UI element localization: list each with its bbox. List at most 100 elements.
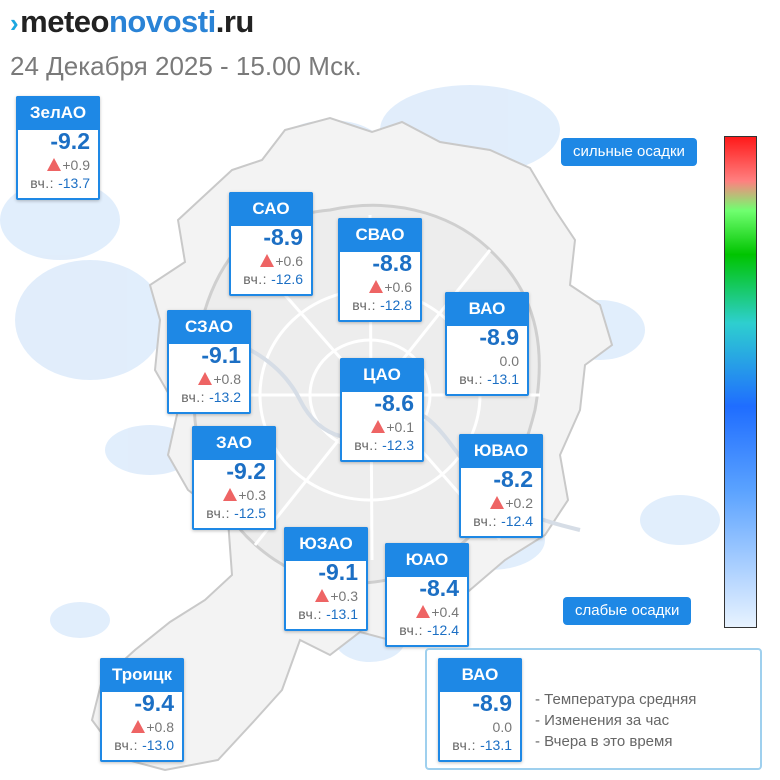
logo-text-domain: .ru bbox=[215, 4, 255, 39]
yesterday-label: вч.: bbox=[298, 606, 323, 622]
district-name: САО bbox=[229, 192, 313, 226]
yesterday-label: вч.: bbox=[114, 737, 139, 753]
precipitation-high-label: сильные осадки bbox=[561, 138, 697, 166]
yesterday-label: вч.: bbox=[473, 513, 498, 529]
change-value: +0.2 bbox=[505, 495, 533, 511]
yesterday-temp: -12.4 bbox=[427, 622, 459, 638]
temperature-value: -8.9 bbox=[479, 324, 519, 350]
rise-triangle-icon bbox=[198, 372, 213, 385]
temperature-value: -8.6 bbox=[374, 390, 414, 416]
legend-item-average-temp: - Температура средняя bbox=[535, 691, 697, 708]
logo-mark-icon: › bbox=[10, 8, 19, 38]
logo-text-meteo: meteo bbox=[20, 4, 109, 39]
hourly-change: 0.0 bbox=[493, 719, 512, 735]
temperature-value: -9.1 bbox=[318, 559, 358, 585]
site-logo[interactable]: ›meteonovosti.ru bbox=[10, 4, 254, 40]
yesterday-label: вч.: bbox=[459, 371, 484, 387]
yesterday-value: вч.: -12.4 bbox=[399, 622, 459, 638]
yesterday-label: вч.: bbox=[354, 437, 379, 453]
hourly-change: +0.2 bbox=[490, 495, 533, 511]
temperature-value: -9.2 bbox=[226, 458, 266, 484]
rise-triangle-icon bbox=[260, 254, 275, 267]
district-name: ЦАО bbox=[340, 358, 424, 392]
district-name: Троицк bbox=[100, 658, 184, 692]
yesterday-temp: -12.3 bbox=[382, 437, 414, 453]
precipitation-low-label: слабые осадки bbox=[563, 597, 692, 625]
district-name: ВАО bbox=[445, 292, 529, 326]
change-value: +0.1 bbox=[386, 419, 414, 435]
temperature-value: -9.1 bbox=[201, 342, 241, 368]
district-card-yuao: ЮАО -8.4 +0.4 вч.: -12.4 bbox=[385, 543, 469, 647]
district-card-vao: ВАО -8.9 0.0 вч.: -13.1 bbox=[445, 292, 529, 396]
rise-triangle-icon bbox=[315, 589, 330, 602]
yesterday-value: вч.: -12.8 bbox=[352, 297, 412, 313]
district-name: ЮАО bbox=[385, 543, 469, 577]
temperature-value: -9.4 bbox=[134, 690, 174, 716]
change-value: +0.4 bbox=[431, 604, 459, 620]
legend-sample-card: ВАО -8.9 0.0 вч.: -13.1 bbox=[438, 658, 522, 762]
yesterday-temp: -12.4 bbox=[501, 513, 533, 529]
temperature-value: -9.2 bbox=[50, 128, 90, 154]
yesterday-label: вч.: bbox=[30, 175, 55, 191]
district-name: ВАО bbox=[438, 658, 522, 692]
change-value: +0.3 bbox=[238, 487, 266, 503]
rise-triangle-icon bbox=[371, 420, 386, 433]
district-name: СВАО bbox=[338, 218, 422, 252]
yesterday-label: вч.: bbox=[181, 389, 206, 405]
yesterday-value: вч.: -12.4 bbox=[473, 513, 533, 529]
yesterday-temp: -13.7 bbox=[58, 175, 90, 191]
temperature-value: -8.9 bbox=[263, 224, 303, 250]
change-value: +0.3 bbox=[330, 588, 358, 604]
hourly-change: +0.1 bbox=[371, 419, 414, 435]
temperature-value: -8.8 bbox=[372, 250, 412, 276]
district-card-troitsk: Троицк -9.4 +0.8 вч.: -13.0 bbox=[100, 658, 184, 762]
yesterday-value: вч.: -13.0 bbox=[114, 737, 174, 753]
rise-triangle-icon bbox=[223, 488, 238, 501]
yesterday-temp: -13.0 bbox=[142, 737, 174, 753]
precipitation-scale-bar bbox=[724, 136, 757, 628]
change-value: +0.8 bbox=[146, 719, 174, 735]
yesterday-value: вч.: -13.2 bbox=[181, 389, 241, 405]
rise-triangle-icon bbox=[47, 158, 62, 171]
hourly-change: +0.9 bbox=[47, 157, 90, 173]
legend-item-hourly-change: - Изменения за час bbox=[535, 712, 670, 729]
district-card-yuvao: ЮВАО -8.2 +0.2 вч.: -12.4 bbox=[459, 434, 543, 538]
hourly-change: +0.4 bbox=[416, 604, 459, 620]
report-datetime: 24 Декабря 2025 - 15.00 Мск. bbox=[10, 51, 362, 81]
district-card-tsao: ЦАО -8.6 +0.1 вч.: -12.3 bbox=[340, 358, 424, 462]
yesterday-label: вч.: bbox=[243, 271, 268, 287]
district-card-sao: САО -8.9 +0.6 вч.: -12.6 bbox=[229, 192, 313, 296]
temperature-value: -8.2 bbox=[493, 466, 533, 492]
yesterday-temp: -13.1 bbox=[487, 371, 519, 387]
district-name: СЗАО bbox=[167, 310, 251, 344]
yesterday-value: вч.: -13.1 bbox=[452, 737, 512, 753]
district-name: ЗАО bbox=[192, 426, 276, 460]
yesterday-value: вч.: -13.1 bbox=[298, 606, 358, 622]
rise-triangle-icon bbox=[369, 280, 384, 293]
hourly-change: +0.8 bbox=[131, 719, 174, 735]
change-value: +0.6 bbox=[384, 279, 412, 295]
temperature-value: -8.9 bbox=[472, 690, 512, 716]
yesterday-temp: -12.5 bbox=[234, 505, 266, 521]
hourly-change: +0.6 bbox=[369, 279, 412, 295]
yesterday-temp: -13.2 bbox=[209, 389, 241, 405]
yesterday-label: вч.: bbox=[206, 505, 231, 521]
district-card-yuzao: ЮЗАО -9.1 +0.3 вч.: -13.1 bbox=[284, 527, 368, 631]
yesterday-label: вч.: bbox=[452, 737, 477, 753]
yesterday-temp: -12.6 bbox=[271, 271, 303, 287]
district-card-svao: СВАО -8.8 +0.6 вч.: -12.8 bbox=[338, 218, 422, 322]
change-value: 0.0 bbox=[492, 719, 512, 735]
hourly-change: +0.6 bbox=[260, 253, 303, 269]
hourly-change: +0.3 bbox=[315, 588, 358, 604]
temperature-value: -8.4 bbox=[419, 575, 459, 601]
hourly-change: 0.0 bbox=[500, 353, 519, 369]
district-name: ЮЗАО bbox=[284, 527, 368, 561]
district-card-szao: СЗАО -9.1 +0.8 вч.: -13.2 bbox=[167, 310, 251, 414]
yesterday-value: вч.: -13.7 bbox=[30, 175, 90, 191]
district-name: ЗелАО bbox=[16, 96, 100, 130]
yesterday-value: вч.: -12.6 bbox=[243, 271, 303, 287]
yesterday-label: вч.: bbox=[352, 297, 377, 313]
district-card-zelao: ЗелАО -9.2 +0.9 вч.: -13.7 bbox=[16, 96, 100, 200]
yesterday-temp: -12.8 bbox=[380, 297, 412, 313]
rise-triangle-icon bbox=[490, 496, 505, 509]
